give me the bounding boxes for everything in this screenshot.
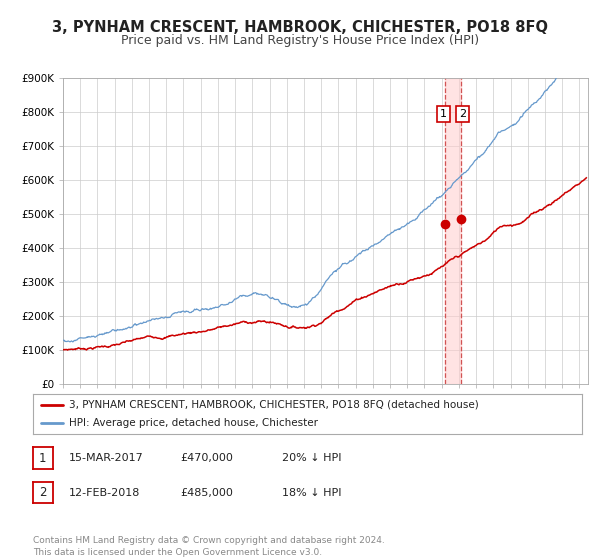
Text: 3, PYNHAM CRESCENT, HAMBROOK, CHICHESTER, PO18 8FQ: 3, PYNHAM CRESCENT, HAMBROOK, CHICHESTER… bbox=[52, 20, 548, 35]
Text: 3, PYNHAM CRESCENT, HAMBROOK, CHICHESTER, PO18 8FQ (detached house): 3, PYNHAM CRESCENT, HAMBROOK, CHICHESTER… bbox=[68, 400, 478, 409]
Text: HPI: Average price, detached house, Chichester: HPI: Average price, detached house, Chic… bbox=[68, 418, 317, 428]
Text: 18% ↓ HPI: 18% ↓ HPI bbox=[282, 488, 341, 498]
Text: £470,000: £470,000 bbox=[180, 453, 233, 463]
Text: Price paid vs. HM Land Registry's House Price Index (HPI): Price paid vs. HM Land Registry's House … bbox=[121, 34, 479, 46]
Text: 20% ↓ HPI: 20% ↓ HPI bbox=[282, 453, 341, 463]
Text: £485,000: £485,000 bbox=[180, 488, 233, 498]
Bar bbox=[445, 78, 461, 384]
Text: 12-FEB-2018: 12-FEB-2018 bbox=[69, 488, 140, 498]
Text: 2: 2 bbox=[459, 109, 466, 119]
Text: Contains HM Land Registry data © Crown copyright and database right 2024.
This d: Contains HM Land Registry data © Crown c… bbox=[33, 536, 385, 557]
Text: 2: 2 bbox=[39, 486, 47, 500]
Text: 1: 1 bbox=[440, 109, 447, 119]
Text: 15-MAR-2017: 15-MAR-2017 bbox=[69, 453, 144, 463]
Text: 1: 1 bbox=[39, 451, 47, 465]
